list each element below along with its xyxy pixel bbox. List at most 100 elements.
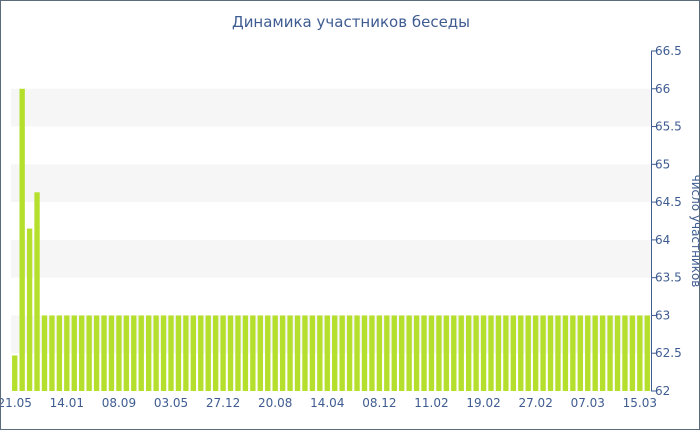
bar [451, 315, 457, 391]
bar [540, 315, 546, 391]
y-tick-label: 62.5 [655, 346, 682, 360]
y-tick-label: 62 [655, 384, 670, 398]
bar [406, 315, 412, 391]
bar [287, 315, 293, 391]
bar [532, 315, 539, 391]
bar [399, 315, 405, 391]
bar [555, 315, 561, 391]
bar [101, 315, 107, 391]
bar [227, 315, 234, 391]
x-tick-label: 08.09 [102, 396, 136, 410]
grid-band [11, 239, 651, 278]
y-tick-label: 65 [655, 157, 670, 171]
grid-band [11, 164, 651, 203]
bar [369, 315, 375, 391]
bar [473, 315, 479, 391]
bar [138, 315, 144, 391]
bar [175, 315, 182, 391]
bar [123, 315, 130, 391]
x-tick-label: 15.03 [623, 396, 657, 410]
bar [183, 315, 189, 391]
bar [458, 315, 464, 391]
bar [131, 315, 137, 391]
x-tick-label: 11.02 [414, 396, 448, 410]
bar [56, 315, 63, 391]
bar [250, 315, 256, 391]
x-tick-label: 27.12 [206, 396, 240, 410]
bar [562, 315, 569, 391]
bar [599, 315, 606, 391]
bar [354, 315, 360, 391]
bar [644, 315, 650, 391]
bar [629, 315, 636, 391]
bar [79, 315, 85, 391]
bar [242, 315, 249, 391]
bar [495, 315, 502, 391]
grid-band [11, 315, 651, 354]
y-tick-label: 66 [655, 82, 670, 96]
bar [220, 315, 226, 391]
bar [168, 315, 174, 391]
bar [525, 315, 531, 391]
bar [436, 315, 442, 391]
bar [279, 315, 286, 391]
bar [585, 315, 591, 391]
bar [302, 315, 308, 391]
bar [257, 315, 263, 391]
y-tick-label: 65.5 [655, 120, 682, 134]
y-axis-title: число участников [689, 175, 700, 288]
x-tick-label: 19.02 [466, 396, 500, 410]
bar [503, 315, 509, 391]
bar [346, 315, 353, 391]
y-tick-label: 63 [655, 308, 670, 322]
bar [510, 315, 517, 391]
bar [198, 315, 204, 391]
bar [116, 315, 122, 391]
bar [577, 315, 583, 391]
bar [64, 315, 70, 391]
bar [34, 192, 40, 391]
bar [49, 315, 55, 391]
bar [160, 315, 167, 391]
bar [19, 88, 25, 392]
x-tick-label: 14.01 [50, 396, 84, 410]
bar [443, 315, 450, 391]
x-tick-label: 03.05 [154, 396, 188, 410]
y-tick-label: 64.5 [655, 195, 682, 209]
y-tick-label: 66.5 [655, 44, 682, 58]
x-tick-label: 14.04 [310, 396, 344, 410]
bar [272, 315, 278, 391]
bar [570, 315, 576, 391]
bar [384, 315, 390, 391]
bar [93, 315, 100, 391]
bar [153, 315, 159, 391]
x-tick-label: 07.03 [571, 396, 605, 410]
bar [518, 315, 524, 391]
bar [12, 355, 18, 391]
grid-band [11, 88, 651, 127]
bar [235, 315, 241, 391]
bar [309, 315, 316, 391]
bar [339, 315, 345, 391]
bar [428, 315, 435, 391]
bar [26, 228, 33, 391]
y-tick-label: 63.5 [655, 271, 682, 285]
bar [86, 315, 92, 391]
bar [376, 315, 383, 391]
bar [480, 315, 487, 391]
bar [547, 315, 554, 391]
bar [622, 315, 628, 391]
bar [212, 315, 219, 391]
bar [391, 315, 397, 391]
bar [71, 315, 77, 391]
chart-title: Динамика участников беседы [231, 13, 471, 31]
bar [332, 315, 338, 391]
bar [41, 315, 48, 391]
bar [361, 315, 368, 391]
bar [317, 315, 323, 391]
x-tick-label: 27.02 [518, 396, 552, 410]
bar [294, 315, 301, 391]
bar [413, 315, 420, 391]
bar [190, 315, 197, 391]
